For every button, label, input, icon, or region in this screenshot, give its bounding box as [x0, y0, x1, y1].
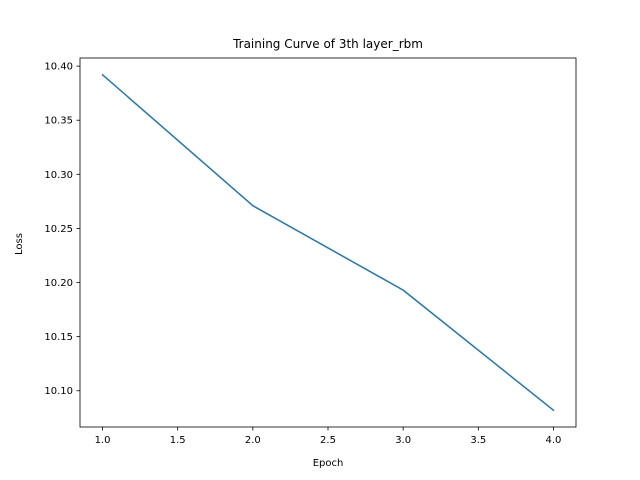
x-tick-label: 3.0 [395, 435, 411, 446]
y-tick-label: 10.20 [44, 278, 73, 289]
x-tick-label: 2.0 [245, 435, 261, 446]
y-tick-label: 10.40 [44, 62, 73, 73]
y-axis-label: Loss [14, 233, 25, 255]
x-tick-label: 2.5 [320, 435, 336, 446]
x-tick-label: 4.0 [546, 435, 562, 446]
x-axis: 1.0 1.5 2.0 2.5 3.0 3.5 4.0 [95, 427, 562, 446]
x-tick-label: 3.5 [470, 435, 486, 446]
y-tick-label: 10.15 [44, 332, 73, 343]
y-tick-label: 10.10 [44, 386, 73, 397]
y-tick-label: 10.35 [44, 116, 73, 127]
y-axis: 10.10 10.15 10.20 10.25 10.30 10.35 10.40 [44, 62, 80, 397]
x-tick-label: 1.5 [170, 435, 186, 446]
x-tick-label: 1.0 [95, 435, 111, 446]
y-tick-label: 10.25 [44, 224, 73, 235]
y-tick-label: 10.30 [44, 170, 73, 181]
x-axis-label: Epoch [313, 458, 344, 469]
series-line-0 [101, 73, 555, 412]
chart-title: Training Curve of 3th layer_rbm [232, 37, 423, 51]
